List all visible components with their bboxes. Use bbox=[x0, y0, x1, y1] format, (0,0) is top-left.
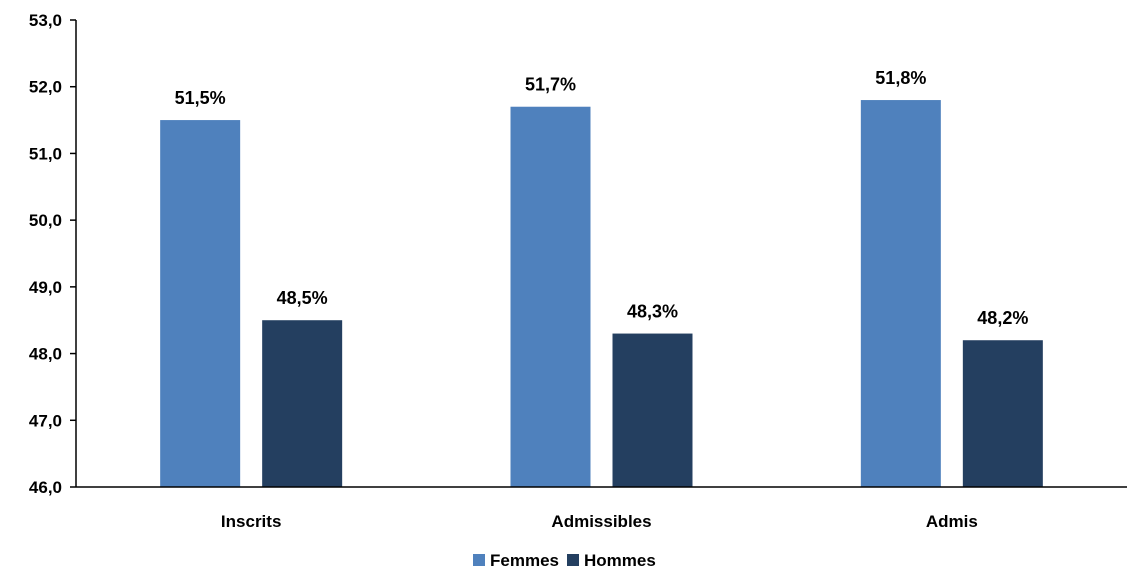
x-category-label: Admissibles bbox=[551, 512, 651, 531]
x-category-label: Inscrits bbox=[221, 512, 281, 531]
data-label: 48,5% bbox=[277, 288, 328, 308]
legend-label-femmes: Femmes bbox=[490, 551, 559, 570]
y-axis-ticks: 46,0 47,0 48,0 49,0 50,0 51,0 52,0 53,0 bbox=[29, 11, 76, 497]
bars bbox=[160, 100, 1043, 488]
data-label: 48,3% bbox=[627, 302, 678, 322]
legend-label-hommes: Hommes bbox=[584, 551, 656, 570]
bar-hommes-admissibles bbox=[612, 333, 693, 487]
y-tick-label: 49,0 bbox=[29, 278, 62, 297]
y-tick-label: 51,0 bbox=[29, 144, 62, 163]
data-label: 48,2% bbox=[977, 308, 1028, 328]
bar-femmes-admis bbox=[860, 100, 941, 488]
bar-hommes-inscrits bbox=[262, 320, 343, 487]
x-axis-categories: Inscrits Admissibles Admis bbox=[221, 512, 978, 531]
bar-hommes-admis bbox=[962, 340, 1043, 487]
y-tick-label: 48,0 bbox=[29, 345, 62, 364]
data-labels: 51,5% 48,5% 51,7% 48,3% 51,8% 48,2% bbox=[175, 68, 1029, 328]
y-tick-label: 47,0 bbox=[29, 411, 62, 430]
data-label: 51,7% bbox=[525, 75, 576, 95]
y-tick-label: 53,0 bbox=[29, 11, 62, 30]
y-tick-label: 50,0 bbox=[29, 211, 62, 230]
data-label: 51,8% bbox=[875, 68, 926, 88]
x-category-label: Admis bbox=[926, 512, 978, 531]
legend-swatch-hommes bbox=[567, 554, 579, 566]
legend: Femmes Hommes bbox=[473, 551, 656, 570]
y-tick-label: 46,0 bbox=[29, 478, 62, 497]
data-label: 51,5% bbox=[175, 88, 226, 108]
y-tick-label: 52,0 bbox=[29, 78, 62, 97]
legend-swatch-femmes bbox=[473, 554, 485, 566]
bar-femmes-inscrits bbox=[160, 120, 241, 488]
bar-femmes-admissibles bbox=[510, 106, 591, 487]
